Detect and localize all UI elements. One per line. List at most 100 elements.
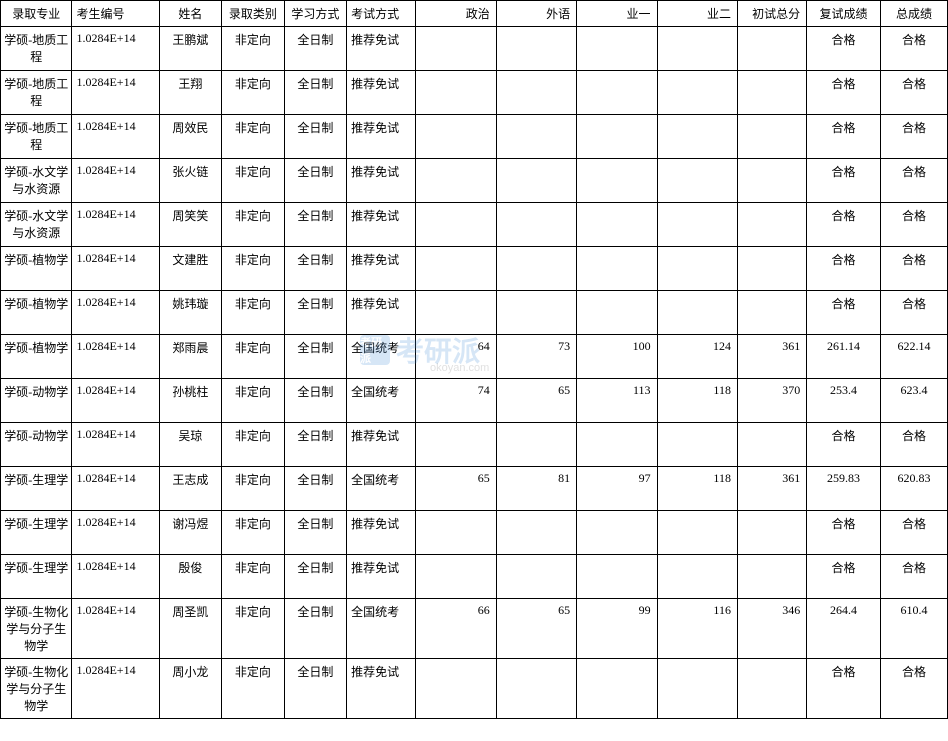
table-cell: 全日制 (284, 291, 347, 335)
column-header: 总成绩 (880, 1, 947, 27)
table-row: 学硕-水文学与水资源1.0284E+14周笑笑非定向全日制推荐免试合格合格 (1, 203, 948, 247)
table-cell: 118 (657, 467, 737, 511)
table-cell: 张火链 (159, 159, 222, 203)
column-header: 学习方式 (284, 1, 347, 27)
table-cell: 1.0284E+14 (72, 159, 159, 203)
table-cell: 非定向 (222, 115, 285, 159)
table-cell: 1.0284E+14 (72, 555, 159, 599)
table-cell (737, 159, 806, 203)
table-cell: 116 (657, 599, 737, 659)
table-cell (496, 291, 576, 335)
table-cell: 非定向 (222, 159, 285, 203)
table-cell: 97 (577, 467, 657, 511)
admissions-table: 录取专业考生编号姓名录取类别学习方式考试方式政治外语业一业二初试总分复试成绩总成… (0, 0, 948, 719)
table-cell (416, 115, 496, 159)
table-cell (416, 555, 496, 599)
table-cell: 推荐免试 (347, 511, 416, 555)
table-cell: 合格 (807, 511, 881, 555)
table-row: 学硕-生理学1.0284E+14谢冯煜非定向全日制推荐免试合格合格 (1, 511, 948, 555)
table-cell (657, 159, 737, 203)
table-cell (657, 555, 737, 599)
table-cell: 吴琼 (159, 423, 222, 467)
table-row: 学硕-生物化学与分子生物学1.0284E+14周小龙非定向全日制推荐免试合格合格 (1, 659, 948, 719)
table-cell: 王志成 (159, 467, 222, 511)
table-cell (657, 27, 737, 71)
table-cell: 合格 (807, 27, 881, 71)
table-cell (657, 659, 737, 719)
table-cell: 学硕-动物学 (1, 379, 72, 423)
table-cell: 1.0284E+14 (72, 423, 159, 467)
table-cell (496, 511, 576, 555)
table-cell: 推荐免试 (347, 247, 416, 291)
table-cell: 全日制 (284, 467, 347, 511)
table-cell: 全日制 (284, 335, 347, 379)
table-cell: 1.0284E+14 (72, 511, 159, 555)
table-cell: 合格 (807, 291, 881, 335)
table-cell: 学硕-生物化学与分子生物学 (1, 599, 72, 659)
table-cell: 623.4 (880, 379, 947, 423)
table-cell: 学硕-水文学与水资源 (1, 159, 72, 203)
table-cell: 64 (416, 335, 496, 379)
table-cell: 合格 (807, 115, 881, 159)
table-cell: 学硕-生理学 (1, 511, 72, 555)
table-cell: 259.83 (807, 467, 881, 511)
table-cell (577, 71, 657, 115)
table-cell: 周小龙 (159, 659, 222, 719)
table-cell: 1.0284E+14 (72, 467, 159, 511)
table-cell: 合格 (880, 159, 947, 203)
table-cell: 学硕-地质工程 (1, 27, 72, 71)
table-cell (416, 71, 496, 115)
table-cell: 99 (577, 599, 657, 659)
table-cell: 推荐免试 (347, 115, 416, 159)
table-cell (737, 71, 806, 115)
column-header: 录取类别 (222, 1, 285, 27)
table-cell (416, 423, 496, 467)
table-row: 学硕-地质工程1.0284E+14周效民非定向全日制推荐免试合格合格 (1, 115, 948, 159)
table-cell: 非定向 (222, 511, 285, 555)
table-row: 学硕-生理学1.0284E+14王志成非定向全日制全国统考65819711836… (1, 467, 948, 511)
table-cell: 1.0284E+14 (72, 247, 159, 291)
table-cell: 全日制 (284, 115, 347, 159)
table-cell: 370 (737, 379, 806, 423)
table-cell: 推荐免试 (347, 291, 416, 335)
table-cell: 610.4 (880, 599, 947, 659)
table-cell: 王翔 (159, 71, 222, 115)
table-cell (496, 27, 576, 71)
table-cell (657, 511, 737, 555)
table-cell: 推荐免试 (347, 659, 416, 719)
table-cell (577, 659, 657, 719)
table-cell: 全日制 (284, 511, 347, 555)
table-cell: 1.0284E+14 (72, 599, 159, 659)
table-row: 学硕-植物学1.0284E+14文建胜非定向全日制推荐免试合格合格 (1, 247, 948, 291)
table-cell: 全日制 (284, 203, 347, 247)
table-cell: 1.0284E+14 (72, 71, 159, 115)
table-cell: 73 (496, 335, 576, 379)
table-cell: 非定向 (222, 247, 285, 291)
table-cell: 361 (737, 335, 806, 379)
table-cell: 非定向 (222, 555, 285, 599)
table-cell (737, 423, 806, 467)
table-cell: 124 (657, 335, 737, 379)
table-cell (496, 203, 576, 247)
table-cell: 全日制 (284, 71, 347, 115)
table-cell: 65 (496, 599, 576, 659)
table-cell: 1.0284E+14 (72, 203, 159, 247)
table-row: 学硕-水文学与水资源1.0284E+14张火链非定向全日制推荐免试合格合格 (1, 159, 948, 203)
table-row: 学硕-生物化学与分子生物学1.0284E+14周圣凯非定向全日制全国统考6665… (1, 599, 948, 659)
table-cell: 全国统考 (347, 379, 416, 423)
column-header: 初试总分 (737, 1, 806, 27)
table-cell: 合格 (880, 115, 947, 159)
table-cell: 253.4 (807, 379, 881, 423)
table-cell: 非定向 (222, 379, 285, 423)
table-cell: 周笑笑 (159, 203, 222, 247)
table-cell: 学硕-地质工程 (1, 115, 72, 159)
table-cell: 合格 (807, 423, 881, 467)
table-cell: 合格 (807, 555, 881, 599)
column-header: 姓名 (159, 1, 222, 27)
table-cell: 合格 (880, 423, 947, 467)
table-row: 学硕-生理学1.0284E+14殷俊非定向全日制推荐免试合格合格 (1, 555, 948, 599)
table-cell (737, 291, 806, 335)
table-row: 学硕-植物学1.0284E+14郑雨晨非定向全日制全国统考64731001243… (1, 335, 948, 379)
table-cell: 118 (657, 379, 737, 423)
table-cell: 100 (577, 335, 657, 379)
